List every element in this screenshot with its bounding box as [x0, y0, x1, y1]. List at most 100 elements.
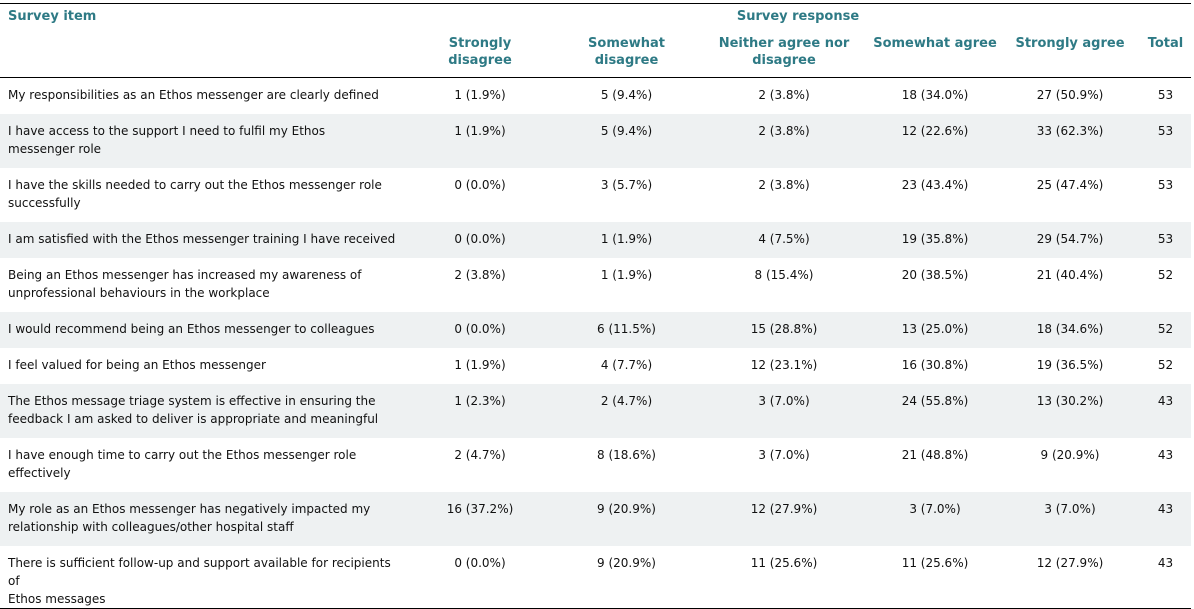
response-cell: 15 (28.8%) [698, 312, 870, 348]
response-cell: 12 (22.6%) [870, 114, 1000, 168]
response-cell: 8 (18.6%) [597, 448, 656, 462]
response-cell: 19 (36.5%) [1036, 358, 1104, 372]
response-cell: 9 (20.9%) [555, 546, 698, 609]
response-cell: 12 (27.9%) [698, 492, 870, 546]
total-cell: 52 [1140, 312, 1191, 348]
response-cell: 19 (35.8%) [870, 222, 1000, 258]
table-header: Survey item Survey response Strongly disa… [0, 3, 1191, 78]
survey-item-text: I have enough time to carry out the Etho… [8, 448, 357, 480]
response-cell: 21 (40.4%) [1036, 268, 1104, 282]
response-cell: 0 (0.0%) [405, 222, 555, 258]
response-cell: 3 (5.7%) [600, 178, 653, 192]
survey-item-text: I have the skills needed to carry out th… [8, 178, 382, 210]
response-cell: 2 (3.8%) [698, 114, 870, 168]
response-cell: 0 (0.0%) [454, 178, 506, 192]
header-survey-response: Survey response [405, 3, 1191, 35]
survey-item-text: My responsibilities as an Ethos messenge… [8, 88, 379, 102]
response-cell: 4 (7.5%) [698, 222, 870, 258]
response-cell: 9 (20.9%) [1040, 448, 1100, 462]
response-cell: 6 (11.5%) [555, 312, 698, 348]
response-cell: 0 (0.0%) [405, 546, 555, 609]
response-cell: 16 (30.8%) [901, 358, 969, 372]
survey-item-text: I have access to the support I need to f… [0, 114, 405, 168]
survey-item-text: There is sufficient follow-up and suppor… [0, 546, 405, 609]
total-cell: 43 [1157, 448, 1174, 462]
response-cell: 5 (9.4%) [555, 114, 698, 168]
total-cell: 52 [1157, 358, 1174, 372]
response-cell: 25 (47.4%) [1036, 178, 1104, 192]
survey-item-text: Being an Ethos messenger has increased m… [8, 268, 362, 300]
response-cell: 2 (4.7%) [555, 384, 698, 438]
table-row: My role as an Ethos messenger has negati… [0, 492, 1191, 546]
table-row: I feel valued for being an Ethos messeng… [0, 348, 1191, 384]
response-cell: 11 (25.6%) [698, 546, 870, 609]
response-cell: 3 (7.0%) [870, 492, 1000, 546]
response-cell: 1 (1.9%) [555, 222, 698, 258]
response-cell: 3 (7.0%) [758, 448, 810, 462]
survey-item-text: I feel valued for being an Ethos messeng… [8, 358, 266, 372]
response-cell: 0 (0.0%) [405, 312, 555, 348]
response-cell: 20 (38.5%) [901, 268, 969, 282]
response-cell: 27 (50.9%) [1036, 88, 1104, 102]
total-cell: 53 [1140, 222, 1191, 258]
column-header: Somewhat agree [870, 35, 1000, 78]
response-cell: 21 (48.8%) [901, 448, 969, 462]
response-cell: 23 (43.4%) [901, 178, 969, 192]
response-cell: 1 (1.9%) [454, 88, 506, 102]
table-row: I am satisfied with the Ethos messenger … [0, 222, 1191, 258]
response-cell: 2 (3.8%) [758, 178, 810, 192]
survey-item-text: I am satisfied with the Ethos messenger … [0, 222, 405, 258]
response-cell: 2 (3.8%) [758, 88, 810, 102]
column-header: Strongly disagree [405, 35, 555, 78]
response-cell: 24 (55.8%) [870, 384, 1000, 438]
table-body: My responsibilities as an Ethos messenge… [0, 78, 1191, 609]
response-cell: 29 (54.7%) [1000, 222, 1140, 258]
total-cell: 53 [1140, 114, 1191, 168]
survey-item-text: I would recommend being an Ethos messeng… [0, 312, 405, 348]
header-survey-item: Survey item [0, 3, 405, 35]
total-cell: 53 [1157, 178, 1174, 192]
response-cell: 1 (2.3%) [405, 384, 555, 438]
survey-table-page: Survey item Survey response Strongly disa… [0, 3, 1191, 609]
column-header: Neither agree nor disagree [698, 35, 870, 78]
header-spacer [0, 35, 405, 78]
survey-item-text: The Ethos message triage system is effec… [0, 384, 405, 438]
survey-item-text: My role as an Ethos messenger has negati… [0, 492, 405, 546]
response-cell: 11 (25.6%) [870, 546, 1000, 609]
table-row: My responsibilities as an Ethos messenge… [0, 78, 1191, 115]
response-cell: 1 (1.9%) [600, 268, 653, 282]
table-row: I have enough time to carry out the Etho… [0, 438, 1191, 492]
response-cell: 12 (23.1%) [750, 358, 818, 372]
total-cell: 43 [1140, 492, 1191, 546]
column-header: Total [1140, 35, 1191, 78]
response-cell: 9 (20.9%) [555, 492, 698, 546]
response-cell: 33 (62.3%) [1000, 114, 1140, 168]
column-header: Somewhat disagree [555, 35, 698, 78]
table-row: I would recommend being an Ethos messeng… [0, 312, 1191, 348]
response-cell: 4 (7.7%) [600, 358, 653, 372]
response-cell: 1 (1.9%) [454, 358, 506, 372]
total-cell: 43 [1140, 384, 1191, 438]
response-cell: 13 (30.2%) [1000, 384, 1140, 438]
total-cell: 53 [1157, 88, 1174, 102]
response-cell: 18 (34.0%) [901, 88, 969, 102]
survey-results-table: Survey item Survey response Strongly disa… [0, 3, 1191, 609]
total-cell: 52 [1157, 268, 1174, 282]
response-cell: 5 (9.4%) [600, 88, 653, 102]
table-row: I have access to the support I need to f… [0, 114, 1191, 168]
response-cell: 2 (4.7%) [454, 448, 506, 462]
response-cell: 1 (1.9%) [405, 114, 555, 168]
table-row: I have the skills needed to carry out th… [0, 168, 1191, 222]
table-row: Being an Ethos messenger has increased m… [0, 258, 1191, 312]
response-cell: 8 (15.4%) [754, 268, 814, 282]
response-cell: 18 (34.6%) [1000, 312, 1140, 348]
response-cell: 16 (37.2%) [405, 492, 555, 546]
column-header: Strongly agree [1000, 35, 1140, 78]
total-cell: 43 [1140, 546, 1191, 609]
response-cell: 2 (3.8%) [454, 268, 506, 282]
table-row: The Ethos message triage system is effec… [0, 384, 1191, 438]
response-cell: 13 (25.0%) [870, 312, 1000, 348]
response-cell: 12 (27.9%) [1000, 546, 1140, 609]
response-cell: 3 (7.0%) [1000, 492, 1140, 546]
response-cell: 3 (7.0%) [698, 384, 870, 438]
